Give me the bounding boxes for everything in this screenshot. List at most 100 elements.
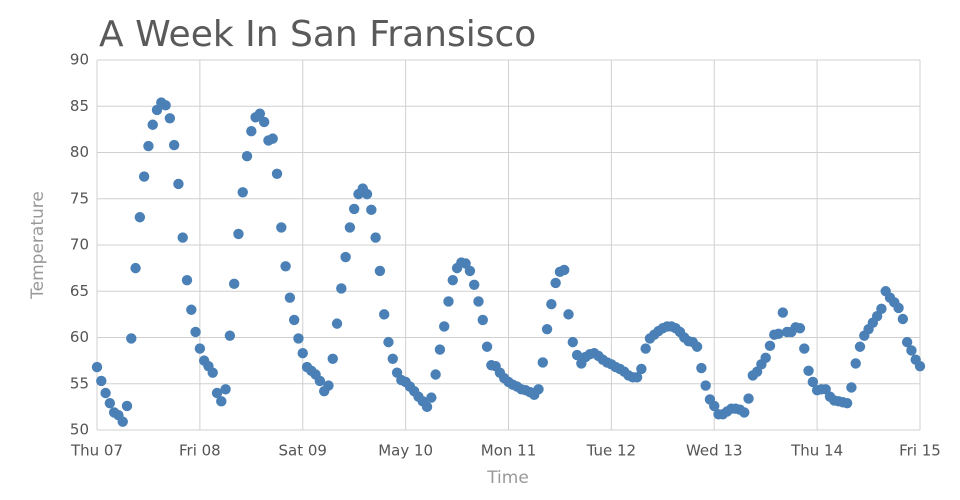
point xyxy=(841,397,853,409)
point xyxy=(181,274,193,286)
point xyxy=(378,309,390,320)
point xyxy=(361,188,373,200)
point xyxy=(323,380,334,391)
point xyxy=(906,345,917,356)
y-tick-label: 60 xyxy=(70,328,89,346)
point xyxy=(469,279,480,290)
point xyxy=(168,139,180,151)
point xyxy=(190,326,201,338)
point xyxy=(211,387,223,399)
point xyxy=(794,323,806,334)
point xyxy=(314,375,326,387)
x-tick-label: Fri 08 xyxy=(179,442,221,460)
point xyxy=(173,178,184,190)
point xyxy=(207,367,218,378)
point xyxy=(846,382,857,393)
point xyxy=(854,341,866,352)
x-tick-label: Tue 12 xyxy=(586,442,636,460)
point xyxy=(194,343,206,354)
point xyxy=(284,292,296,303)
point xyxy=(100,387,111,399)
point xyxy=(186,304,197,315)
point xyxy=(876,303,887,315)
point xyxy=(216,396,227,407)
point xyxy=(293,333,304,344)
point xyxy=(104,397,116,409)
point xyxy=(914,360,926,372)
point xyxy=(760,352,771,364)
point xyxy=(743,393,754,404)
point xyxy=(850,358,861,369)
point xyxy=(696,362,707,374)
point xyxy=(233,228,244,240)
point xyxy=(246,126,257,137)
point xyxy=(280,261,291,272)
point xyxy=(130,262,141,274)
point xyxy=(383,336,394,348)
y-tick-label: 50 xyxy=(70,421,89,439)
point xyxy=(288,314,300,326)
point xyxy=(331,318,343,329)
y-tick-label: 85 xyxy=(70,97,89,115)
point xyxy=(138,171,150,182)
y-tick-label: 65 xyxy=(70,282,89,300)
point xyxy=(267,133,278,144)
point xyxy=(447,274,458,286)
y-axis-title: Temperature xyxy=(28,191,48,300)
point xyxy=(777,307,789,318)
point xyxy=(893,302,904,314)
point xyxy=(430,369,441,380)
point xyxy=(709,400,720,412)
point xyxy=(550,277,561,289)
point xyxy=(464,265,476,277)
x-tick-label: May 10 xyxy=(378,442,433,460)
point xyxy=(374,265,386,277)
point xyxy=(636,363,647,375)
point xyxy=(220,384,231,395)
point xyxy=(434,344,446,355)
point xyxy=(640,343,651,354)
point xyxy=(533,384,544,395)
point xyxy=(546,299,557,310)
point xyxy=(117,416,128,427)
point xyxy=(691,341,703,352)
point xyxy=(439,321,450,332)
point xyxy=(336,283,347,294)
point xyxy=(700,380,711,391)
point xyxy=(344,222,356,233)
point xyxy=(237,187,248,198)
x-tick-label: Fri 15 xyxy=(899,442,941,460)
point xyxy=(348,203,360,215)
point xyxy=(121,400,133,412)
point xyxy=(426,392,437,403)
point xyxy=(799,343,810,354)
point xyxy=(143,140,154,152)
point xyxy=(258,116,270,128)
point xyxy=(807,376,819,388)
point xyxy=(370,232,381,243)
y-tick-label: 70 xyxy=(70,236,89,254)
point xyxy=(473,296,484,307)
x-axis-title: Time xyxy=(486,468,529,488)
point xyxy=(541,323,553,335)
chart-title: A Week In San Fransisco xyxy=(99,14,536,55)
x-tick-label: Wed 13 xyxy=(686,442,743,460)
point xyxy=(228,278,240,290)
point xyxy=(254,108,266,119)
point xyxy=(91,361,103,373)
x-tick-label: Thu 07 xyxy=(70,442,123,460)
point xyxy=(96,375,107,387)
point xyxy=(764,340,776,352)
y-tick-label: 75 xyxy=(70,189,89,207)
point xyxy=(443,296,454,307)
y-tick-label: 55 xyxy=(70,374,89,392)
point xyxy=(366,204,377,216)
point xyxy=(160,100,171,111)
point xyxy=(897,313,909,325)
point xyxy=(134,212,146,223)
x-tick-label: Mon 11 xyxy=(481,442,536,460)
point xyxy=(126,333,137,344)
point xyxy=(271,168,283,179)
point xyxy=(803,365,814,376)
point xyxy=(387,353,398,364)
